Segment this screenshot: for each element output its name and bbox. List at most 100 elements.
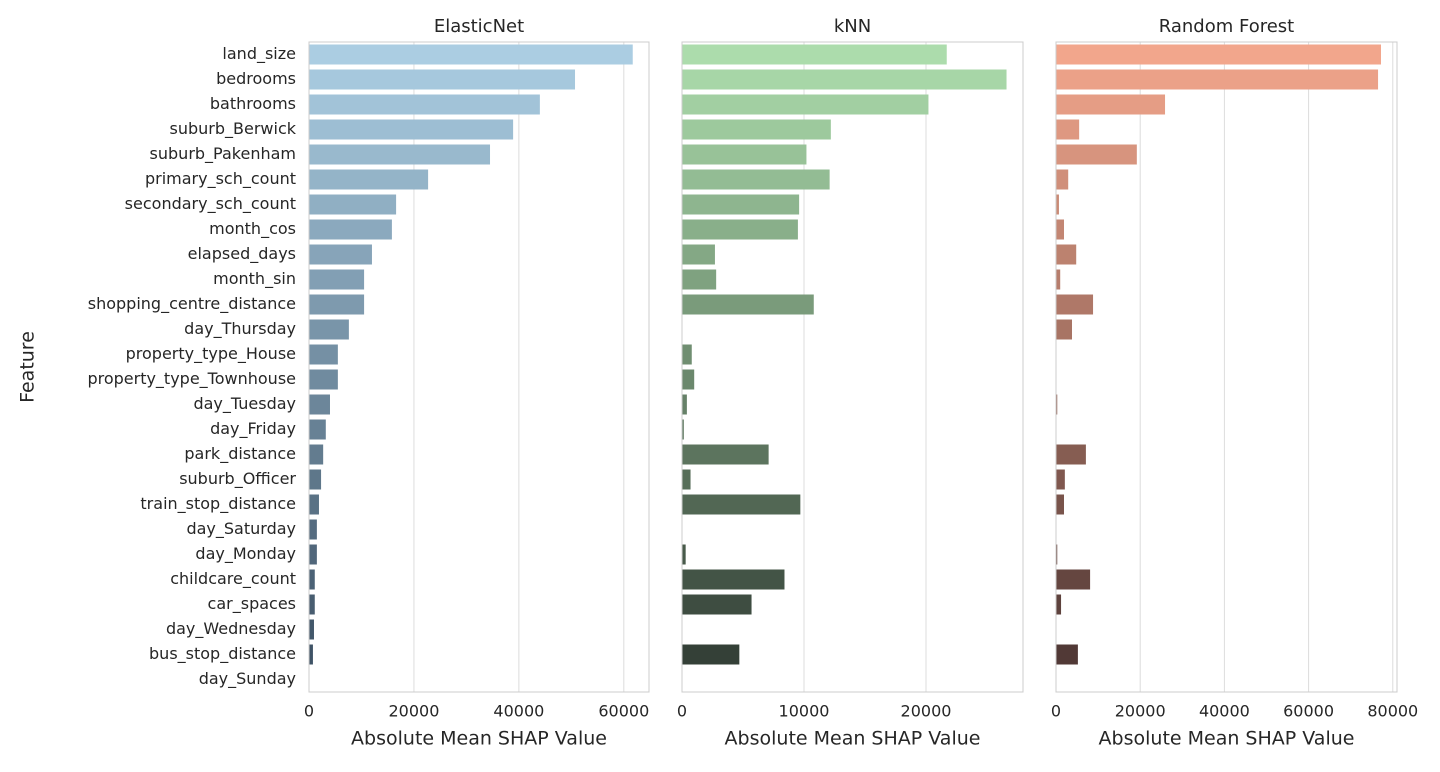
bar [309,469,322,490]
bar [682,369,695,390]
bar [309,594,315,615]
bar [1056,469,1065,490]
bar [309,494,319,515]
bar [682,194,800,215]
bar [1056,144,1137,165]
bar [1056,569,1091,590]
bar [682,544,686,565]
x-tick-label: 60000 [1283,702,1334,721]
y-tick-label: elapsed_days [188,244,296,264]
bar [1056,94,1166,115]
bar [1056,544,1058,565]
x-tick-label: 40000 [1199,702,1250,721]
bar [682,494,801,515]
bar [682,444,769,465]
y-tick-label: property_type_House [126,344,296,364]
bar [309,419,326,440]
y-tick-label: day_Monday [195,544,296,564]
bar [309,619,314,640]
bar [309,69,576,90]
bar [682,469,691,490]
bar [309,644,313,665]
bar [1056,319,1072,340]
bar [309,119,514,140]
bar [309,519,317,540]
bar [682,344,692,365]
bar [309,194,397,215]
y-tick-label: bus_stop_distance [149,644,296,664]
y-tick-label: property_type_Townhouse [87,369,296,389]
y-axis-label: Feature [17,331,39,403]
x-tick-label: 20000 [1115,702,1166,721]
bar [1056,394,1058,415]
bar [682,169,830,190]
bar [682,419,684,440]
x-tick-label: 60000 [598,702,649,721]
y-tick-label: bedrooms [216,69,296,88]
x-tick-label: 10000 [779,702,830,721]
bar [309,319,349,340]
x-axis-label: Absolute Mean SHAP Value [1099,728,1355,750]
panel-border [681,41,1024,693]
panel-border [308,41,650,693]
bar [682,244,715,265]
bar [309,144,491,165]
bar [682,94,929,115]
bar [1056,194,1059,215]
y-tick-label: month_sin [213,269,296,289]
bar [1056,169,1069,190]
bar [309,44,633,65]
x-axis-label: Absolute Mean SHAP Value [725,728,981,750]
bar [309,544,317,565]
bar [309,369,338,390]
panel-title: ElasticNet [434,16,524,37]
bar [682,119,831,140]
x-tick-label: 40000 [493,702,544,721]
y-tick-label: month_cos [209,219,296,239]
y-tick-label: train_stop_distance [140,494,296,514]
bar [682,269,717,290]
y-tick-label: day_Thursday [184,319,296,339]
bar [682,644,740,665]
bar [309,344,338,365]
y-tick-label: suburb_Pakenham [150,144,296,164]
y-tick-label: secondary_sch_count [125,194,296,214]
bar [309,94,540,115]
bar [1056,269,1061,290]
bar [682,44,947,65]
y-tick-label: suburb_Officer [179,469,296,489]
bar [682,144,807,165]
bar [1056,69,1379,90]
bar [682,569,785,590]
bar [1056,44,1382,65]
bar [309,219,392,240]
x-tick-label: 20000 [388,702,439,721]
bar [309,394,330,415]
bar [1056,294,1094,315]
panel-title: kNN [834,16,871,37]
panel-border [1055,41,1398,693]
x-tick-label: 0 [677,702,687,721]
x-tick-label: 0 [1051,702,1061,721]
bar [309,244,372,265]
y-tick-label: day_Wednesday [166,619,296,639]
bar [1056,119,1080,140]
y-tick-label: day_Friday [210,419,296,439]
bar [1056,644,1078,665]
x-tick-label: 20000 [901,702,952,721]
bar [1056,594,1062,615]
y-tick-label: land_size [222,44,296,64]
bar [682,69,1007,90]
x-tick-label: 80000 [1367,702,1418,721]
y-tick-label: bathrooms [210,94,296,113]
y-tick-label: day_Sunday [199,669,296,689]
y-tick-label: primary_sch_count [145,169,296,189]
bar [1056,244,1077,265]
bar [682,219,798,240]
y-tick-label: car_spaces [208,594,296,614]
x-axis-label: Absolute Mean SHAP Value [351,728,607,750]
bar [309,569,315,590]
y-tick-label: childcare_count [170,569,296,589]
